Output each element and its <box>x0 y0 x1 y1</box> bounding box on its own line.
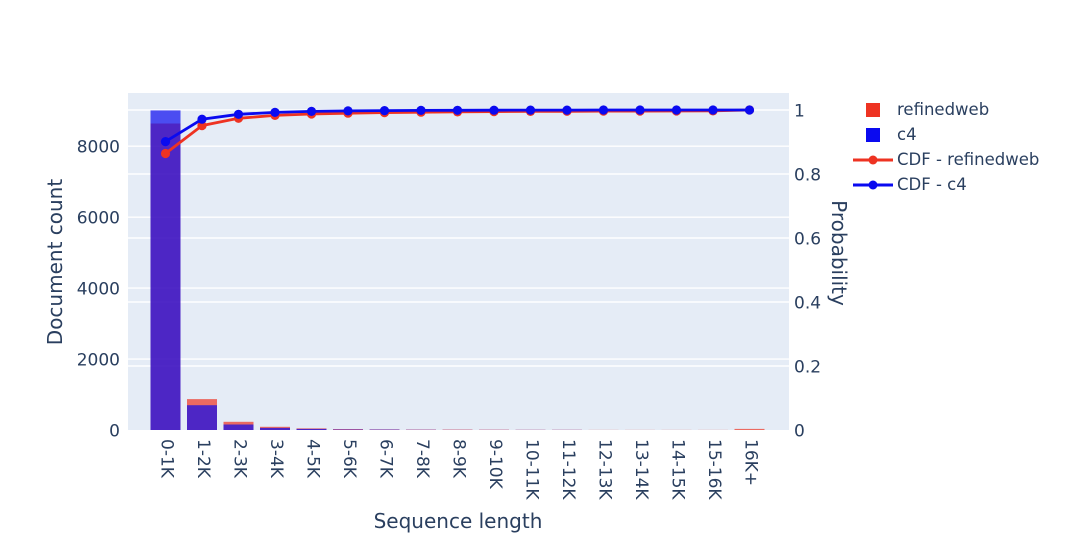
y-right-tick-0.4: 0.4 <box>794 294 821 314</box>
cdf-marker-CDF - c4-12-13K <box>598 105 609 115</box>
x-tick-9-10K: 9-10K <box>485 439 505 490</box>
cdf-marker-CDF - c4-15-16K <box>708 105 718 115</box>
cdf-marker-CDF - c4-9-10K <box>489 105 499 115</box>
bar-c4-5-6K <box>333 429 363 430</box>
x-tick-3-4K: 3-4K <box>266 439 286 479</box>
legend-label-refinedweb: refinedweb <box>897 100 990 119</box>
y-left-axis-title: Document count <box>43 179 67 346</box>
y-right-tick-0.8: 0.8 <box>794 166 821 186</box>
legend-label-cdf-refinedweb: CDF - refinedweb <box>897 150 1040 169</box>
x-tick-2-3K: 2-3K <box>230 439 250 479</box>
cdf-marker-CDF - c4-5-6K <box>343 106 353 116</box>
y-right-tick-1: 1 <box>794 102 805 122</box>
cdf-marker-CDF - c4-6-7K <box>379 106 390 116</box>
y-left-tick-2000: 2000 <box>77 351 120 371</box>
x-tick-4-5K: 4-5K <box>303 439 323 479</box>
cdf-marker-CDF - c4-10-11K <box>525 105 536 115</box>
y-right-tick-0.2: 0.2 <box>794 358 821 378</box>
cdf-marker-CDF - c4-2-3K <box>233 109 244 119</box>
x-axis-title: Sequence length <box>374 509 543 533</box>
cdf-marker-CDF - c4-7-8K <box>416 105 426 115</box>
bar-refinedweb-16K+ <box>734 428 765 430</box>
y-left-tick-8000: 8000 <box>77 138 120 158</box>
bar-c4-2-3K <box>223 424 254 430</box>
cdf-marker-CDF - c4-4-5K <box>306 106 317 116</box>
bar-c4-1-2K <box>187 405 217 430</box>
x-tick-15-16K: 15-16K <box>704 439 724 500</box>
cdf-refinedweb-line-icon <box>853 155 893 165</box>
x-tick-8-9K: 8-9K <box>449 439 469 479</box>
x-tick-14-15K: 14-15K <box>668 439 688 500</box>
y-left-tick-6000: 6000 <box>77 209 120 229</box>
y-right-axis-title: Probability <box>827 200 851 306</box>
legend-label-cdf-c4: CDF - c4 <box>897 175 967 194</box>
legend-label-c4: c4 <box>897 125 917 144</box>
x-tick-11-12K: 11-12K <box>558 439 578 500</box>
cdf-marker-CDF - c4-11-12K <box>562 105 572 115</box>
y-left-tick-4000: 4000 <box>77 280 120 300</box>
y-right-tick-0.6: 0.6 <box>794 230 821 250</box>
cdf-marker-CDF - c4-1-2K <box>197 114 207 124</box>
x-tick-5-6K: 5-6K <box>339 439 359 479</box>
x-tick-7-8K: 7-8K <box>412 439 432 479</box>
cdf-marker-CDF - c4-0-1K <box>160 137 171 147</box>
x-tick-10-11K: 10-11K <box>522 439 542 500</box>
cdf-marker-CDF - c4-3-4K <box>270 107 280 117</box>
cdf-marker-CDF - refinedweb-1-2K <box>197 121 207 131</box>
c4-swatch-icon <box>866 128 880 142</box>
bar-c4-4-5K <box>296 428 327 430</box>
cdf-marker-CDF - c4-16K+ <box>744 105 755 115</box>
x-tick-1-2K: 1-2K <box>193 439 213 479</box>
cdf-marker-CDF - c4-8-9K <box>452 105 463 115</box>
x-tick-6-7K: 6-7K <box>376 439 396 479</box>
legend-item-cdf-refinedweb[interactable]: CDF - refinedweb <box>852 149 1039 171</box>
legend-item-c4[interactable]: c4 <box>852 124 1039 146</box>
legend-item-cdf-c4[interactable]: CDF - c4 <box>852 174 1039 196</box>
x-tick-12-13K: 12-13K <box>595 439 615 500</box>
cdf-marker-CDF - c4-13-14K <box>635 105 645 115</box>
bar-c4-0-1K <box>150 110 181 431</box>
x-tick-16K+: 16K+ <box>741 439 761 486</box>
cdf-marker-CDF - refinedweb-0-1K <box>160 148 171 159</box>
y-left-tick-0: 0 <box>109 422 120 442</box>
legend-item-refinedweb[interactable]: refinedweb <box>852 99 1039 121</box>
cdf-c4-line-icon <box>853 180 893 190</box>
plot-area[interactable] <box>128 93 789 430</box>
bar-c4-3-4K <box>260 427 290 430</box>
x-tick-13-14K: 13-14K <box>631 439 651 500</box>
legend: refinedweb c4 CDF - refinedweb CDF - c4 <box>852 99 1039 196</box>
x-tick-0-1K: 0-1K <box>157 439 177 479</box>
y-right-tick-0: 0 <box>794 422 805 442</box>
cdf-marker-CDF - c4-14-15K <box>671 105 682 115</box>
refinedweb-swatch-icon <box>866 103 880 117</box>
